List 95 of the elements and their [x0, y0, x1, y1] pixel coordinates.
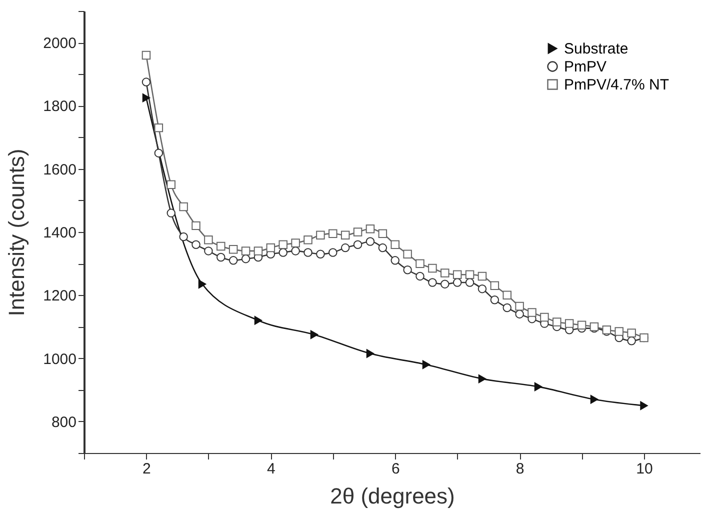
point — [528, 308, 536, 317]
point — [564, 319, 574, 328]
point — [278, 248, 288, 257]
legend-label: PmPV — [564, 58, 607, 76]
point — [291, 246, 300, 256]
point — [440, 280, 450, 288]
point — [254, 246, 263, 256]
point — [216, 252, 226, 262]
point — [353, 228, 362, 236]
point — [228, 256, 238, 265]
point — [378, 243, 388, 252]
point — [465, 270, 474, 279]
point — [478, 272, 487, 281]
point — [179, 232, 188, 242]
point — [353, 240, 362, 249]
point — [241, 246, 250, 256]
point — [192, 240, 200, 249]
point — [614, 327, 624, 336]
point — [304, 236, 312, 244]
point — [266, 243, 276, 252]
point — [590, 394, 598, 404]
point — [179, 202, 188, 212]
point — [378, 229, 388, 238]
point — [627, 336, 636, 346]
legend-label: Substrate — [564, 40, 628, 58]
y-tick-label: 1200 — [43, 288, 76, 305]
point — [340, 230, 350, 240]
point — [198, 280, 206, 288]
point — [316, 230, 325, 240]
point — [478, 374, 486, 384]
point — [192, 221, 200, 230]
point — [416, 259, 424, 268]
y-axis-title: Intensity (counts) — [4, 148, 30, 316]
x-tick-label: 4 — [266, 460, 276, 478]
point — [403, 250, 412, 258]
point — [204, 236, 213, 244]
point — [328, 229, 338, 238]
point — [627, 328, 636, 338]
point — [366, 237, 375, 246]
point — [422, 360, 430, 369]
point — [428, 278, 437, 287]
point — [465, 278, 474, 287]
x-tick-label: 2 — [142, 460, 151, 478]
point — [154, 148, 164, 158]
point — [640, 401, 648, 410]
point — [440, 268, 450, 278]
point — [452, 278, 462, 287]
y-tick-label: 1000 — [43, 350, 76, 368]
point — [515, 310, 524, 318]
point — [142, 50, 151, 60]
point — [142, 78, 151, 86]
point — [291, 238, 300, 248]
y-tick-label: 1400 — [43, 224, 76, 242]
point — [428, 264, 437, 273]
legend-label: PmPV/4.7% NT — [564, 76, 670, 94]
point — [328, 248, 338, 257]
point — [216, 242, 226, 251]
point — [502, 303, 512, 312]
y-tick-label: 1800 — [43, 98, 76, 116]
point — [366, 349, 374, 358]
x-axis-title: 2θ (degrees) — [330, 484, 455, 508]
point — [502, 290, 512, 300]
point — [452, 270, 462, 279]
point — [478, 284, 487, 294]
point — [204, 246, 213, 256]
point — [278, 240, 288, 249]
y-tick-label: 800 — [51, 414, 76, 431]
point — [316, 250, 325, 258]
point — [166, 180, 176, 190]
x-tick-label: 8 — [516, 460, 524, 478]
point — [340, 243, 350, 252]
x-tick-label: 6 — [391, 460, 400, 478]
x-tick-label: 10 — [636, 460, 653, 478]
point — [540, 312, 549, 322]
point — [534, 382, 542, 392]
point — [142, 93, 150, 102]
point — [390, 240, 400, 249]
point — [154, 123, 164, 132]
point — [310, 330, 318, 339]
point — [166, 208, 176, 218]
point — [416, 272, 424, 281]
point — [366, 224, 375, 234]
point — [490, 296, 500, 304]
point — [390, 256, 400, 265]
y-tick-label: 2000 — [43, 35, 76, 52]
point — [403, 266, 412, 274]
point — [577, 320, 586, 330]
point — [552, 318, 562, 326]
point — [254, 316, 262, 325]
point — [490, 281, 500, 290]
point — [228, 244, 238, 254]
y-tick-label: 1600 — [43, 161, 76, 178]
point — [304, 248, 312, 257]
point — [241, 254, 250, 264]
point — [515, 302, 524, 311]
